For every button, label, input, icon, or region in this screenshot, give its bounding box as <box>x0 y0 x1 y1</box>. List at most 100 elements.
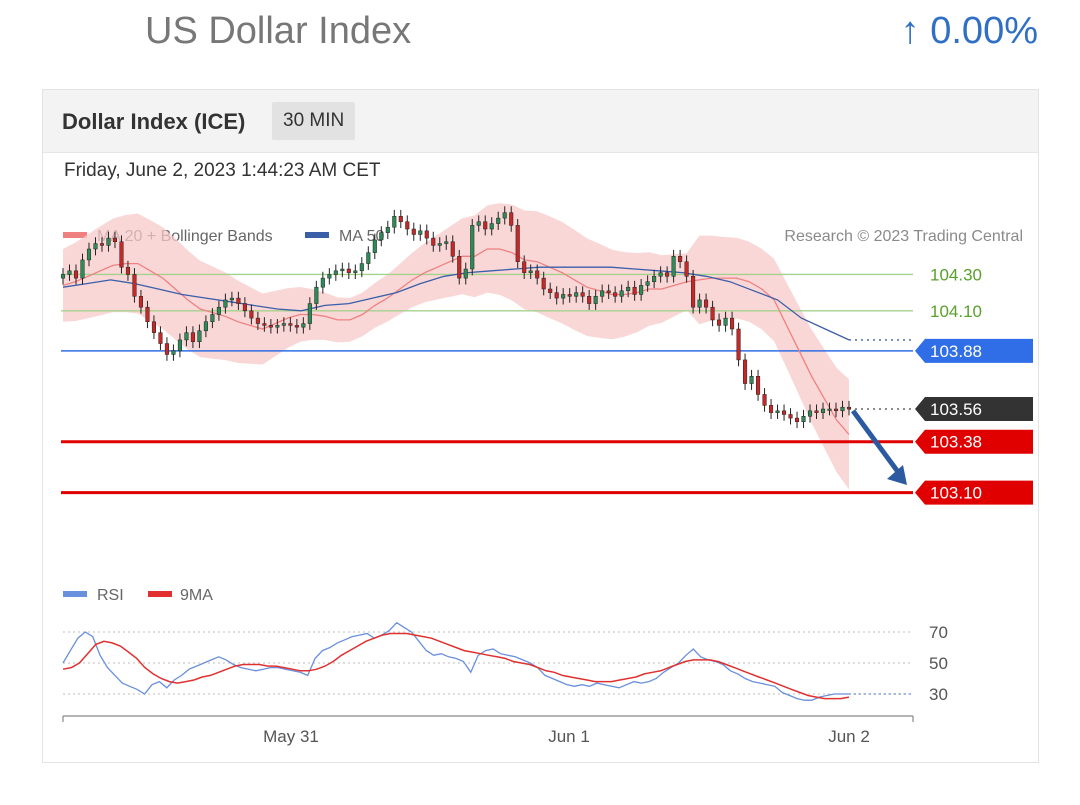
candle-body <box>515 225 520 262</box>
candle-body <box>398 216 403 222</box>
candle-body <box>665 272 670 277</box>
candle-body <box>743 359 748 384</box>
candle <box>333 264 338 281</box>
candle <box>301 317 306 334</box>
candle <box>444 235 449 250</box>
candle <box>398 209 403 229</box>
candle <box>99 237 105 252</box>
candle <box>138 289 143 314</box>
candle <box>242 297 247 318</box>
candle-body <box>840 406 845 412</box>
candle <box>385 220 390 240</box>
candle-body <box>405 221 410 230</box>
candle-body <box>93 243 98 250</box>
candle-body <box>236 297 241 304</box>
candles <box>60 206 852 429</box>
candle-body <box>801 416 806 422</box>
candle-body <box>184 332 189 341</box>
candle <box>327 268 332 285</box>
candle-body <box>333 270 338 275</box>
candle-body <box>372 239 377 253</box>
level-tag-shape <box>915 338 1033 363</box>
candle-body <box>632 286 637 295</box>
candle <box>743 353 748 390</box>
candle-body <box>483 221 488 230</box>
candle <box>704 293 709 314</box>
candle-body <box>652 276 657 282</box>
candle <box>93 237 98 256</box>
candle <box>483 215 488 236</box>
candle <box>476 215 481 232</box>
candle <box>496 211 501 230</box>
candle-body <box>138 296 143 308</box>
candle-body <box>320 277 325 288</box>
candle <box>281 317 286 332</box>
rsi-tick-label: 70 <box>929 623 948 642</box>
candle <box>509 206 514 232</box>
candle-body <box>327 274 332 279</box>
candle-body <box>496 217 501 224</box>
level-tags: 104.30 104.10 103.88 103.56 103.38 103.10 <box>915 265 1033 505</box>
candle <box>346 262 351 280</box>
candle <box>736 322 741 367</box>
candle <box>171 344 176 361</box>
candle-body <box>846 406 852 410</box>
candle <box>846 400 852 416</box>
candle-body <box>177 339 182 352</box>
candle <box>294 319 299 334</box>
candle <box>418 224 423 241</box>
candle-body <box>444 241 449 244</box>
candle <box>372 233 377 260</box>
candle <box>236 291 241 310</box>
candle <box>145 300 150 329</box>
candle <box>255 311 260 330</box>
candle-body <box>691 276 696 308</box>
candle-body <box>119 241 124 268</box>
candle-body <box>476 221 481 226</box>
candle <box>216 300 221 321</box>
candle-body <box>769 405 774 413</box>
candle <box>710 300 715 327</box>
legend-rsi: RSI <box>97 587 124 604</box>
candle-body <box>80 259 85 279</box>
candle-body <box>671 256 676 277</box>
rsi-ma-line <box>62 632 850 700</box>
candle-body <box>639 285 644 295</box>
candle <box>756 369 761 401</box>
candle-body <box>678 256 683 262</box>
candle <box>340 262 345 278</box>
candle-body <box>574 292 579 297</box>
candle-body <box>736 328 741 361</box>
candle-body <box>626 286 631 292</box>
candle-body <box>697 299 702 308</box>
candle-body <box>658 272 663 277</box>
candle <box>457 249 462 285</box>
candle <box>450 235 455 263</box>
candle-body <box>418 230 423 235</box>
level-tag-label: 104.30 <box>930 265 982 284</box>
candle-body <box>255 317 260 324</box>
candle <box>470 219 475 276</box>
forecast-arrow <box>850 409 907 485</box>
candle <box>794 411 800 429</box>
interval-badge[interactable]: 30 MIN <box>272 102 356 140</box>
candle-body <box>613 292 618 297</box>
candle-body <box>827 408 832 411</box>
candle <box>125 260 130 281</box>
candle <box>80 253 85 285</box>
candle-body <box>385 226 390 233</box>
legend-swatch-ma20 <box>63 232 87 238</box>
candle-body <box>281 323 286 326</box>
candle-body <box>431 237 436 246</box>
candle-body <box>775 410 780 413</box>
level-tag-label: 103.10 <box>930 484 982 503</box>
candle-body <box>125 266 130 275</box>
candle-body <box>580 292 585 297</box>
candle-body <box>171 350 176 355</box>
candle-body <box>749 376 754 384</box>
level-tag-104.30: 104.30 <box>930 265 982 284</box>
candle <box>177 333 182 358</box>
candle-body <box>762 394 767 406</box>
candle <box>359 257 364 278</box>
candle-body <box>437 243 442 246</box>
